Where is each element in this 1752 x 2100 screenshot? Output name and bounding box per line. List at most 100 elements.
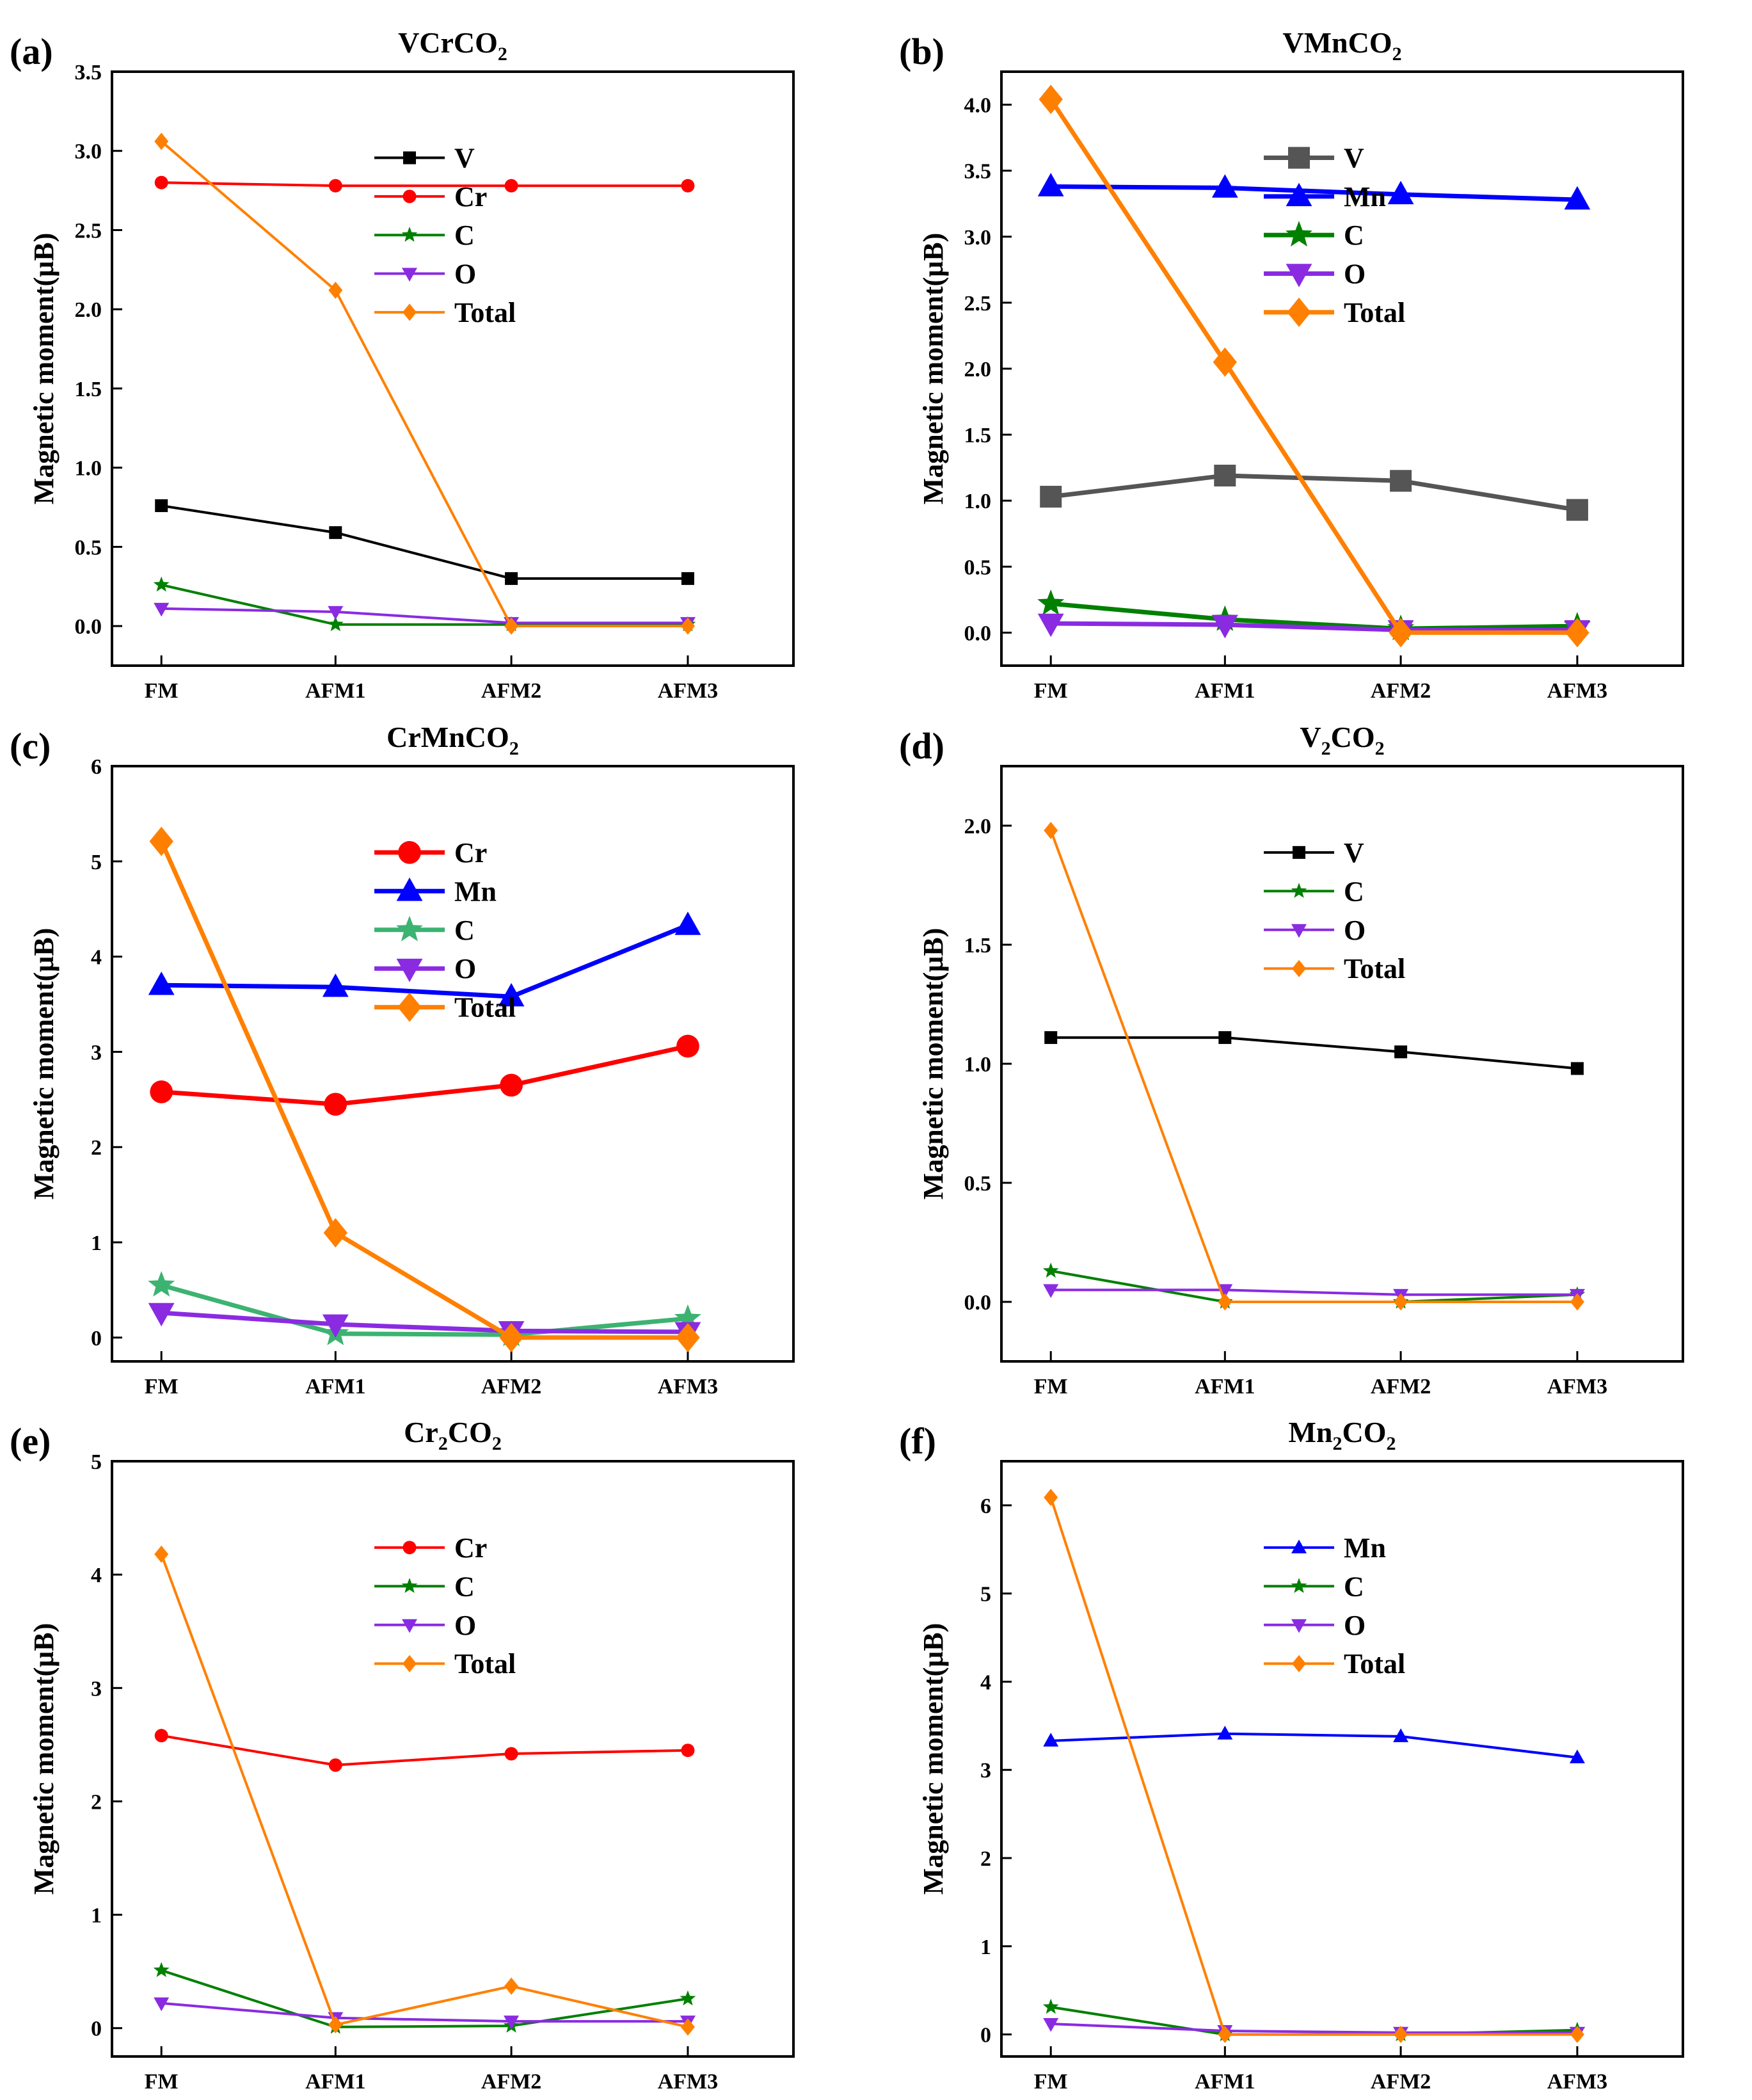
legend-item-c: C (374, 915, 475, 946)
data-point (1218, 2026, 1232, 2044)
title-main: Mn (1289, 1416, 1333, 1448)
series-total (149, 826, 700, 1352)
data-point (155, 499, 168, 513)
data-point (504, 1747, 518, 1761)
series-line (1051, 621, 1577, 632)
data-point (148, 971, 175, 995)
data-point (1394, 1045, 1408, 1059)
x-tick-label: AFM2 (1371, 1375, 1431, 1399)
chart-title: V2CO2 (1300, 721, 1384, 759)
legend-label: Total (1344, 297, 1405, 328)
y-tick-label: 2 (91, 1790, 102, 1814)
legend-label: C (1344, 876, 1364, 907)
data-point (1394, 2026, 1408, 2044)
legend-item-v: V (1264, 837, 1364, 869)
data-point (328, 179, 342, 193)
legend-marker (402, 1655, 417, 1672)
legend-label: Cr (454, 837, 487, 869)
data-point (1213, 347, 1238, 377)
data-point (1387, 180, 1414, 205)
y-tick-label: 4 (91, 946, 102, 970)
y-tick-label: 0 (91, 2017, 102, 2041)
legend-marker (401, 1578, 418, 1593)
data-point (1042, 1262, 1059, 1278)
data-point (1394, 1293, 1408, 1311)
legend-label: Total (1344, 1648, 1405, 1679)
data-point (1037, 173, 1064, 196)
y-tick-label: 5 (980, 1583, 991, 1607)
data-point (1218, 1293, 1232, 1311)
series-line (161, 607, 688, 625)
x-tick-label: AFM2 (481, 2070, 541, 2094)
y-tick-label: 3 (980, 1759, 991, 1783)
panel-label: (e) (10, 1420, 51, 1462)
title-main: Cr (404, 1416, 438, 1448)
x-tick-label: AFM1 (1195, 1375, 1255, 1399)
data-point (329, 526, 342, 540)
title-subscript-2: 2 (1375, 738, 1385, 759)
data-point (153, 576, 170, 592)
x-tick-label: AFM2 (1371, 2070, 1431, 2094)
legend-item-c: C (374, 1571, 475, 1602)
series-line (1049, 830, 1577, 1303)
plot-frame (111, 70, 795, 667)
legend-marker (1291, 1619, 1307, 1633)
series-line (161, 583, 688, 626)
legend-label: C (1344, 220, 1364, 251)
y-tick-label: 2.0 (75, 298, 102, 322)
title-subscript: 2 (498, 44, 507, 65)
panel-label: (f) (899, 1420, 936, 1462)
data-point (154, 1997, 170, 2012)
x-tick-label: AFM3 (1547, 2070, 1607, 2094)
legend-label: Mn (1344, 1532, 1386, 1564)
data-point (1044, 821, 1058, 839)
legend-marker (1287, 297, 1311, 327)
x-tick-label: FM (145, 679, 179, 703)
x-tick-label: AFM2 (481, 1375, 541, 1399)
series-line (1050, 2005, 1577, 2036)
legend-item-o: O (374, 953, 476, 984)
x-tick-label: AFM1 (305, 679, 365, 703)
legend-item-total: Total (374, 1648, 516, 1679)
data-point (681, 572, 694, 585)
data-point (680, 2018, 695, 2036)
y-tick-label: 2 (980, 1847, 991, 1871)
series-line (1051, 1036, 1578, 1070)
series-c (148, 1270, 701, 1347)
title-subscript: 2 (1333, 1433, 1342, 1454)
x-tick-label: AFM1 (305, 2070, 365, 2094)
y-tick-label: 6 (980, 1495, 991, 1518)
y-tick-label: 3 (91, 1677, 102, 1701)
legend-label: O (454, 953, 476, 984)
series-line (161, 2001, 688, 2023)
data-point (154, 1545, 169, 1563)
plot-frame (1000, 70, 1684, 667)
series-line (160, 140, 688, 628)
legend-label: V (454, 143, 475, 174)
data-point (1043, 1284, 1059, 1298)
data-point (680, 1990, 696, 2006)
y-tick-label: 4.0 (964, 94, 992, 118)
legend-marker (1286, 182, 1312, 207)
legend-label: C (454, 1571, 475, 1602)
data-point (1037, 613, 1064, 637)
legend-item-c: C (1264, 1571, 1364, 1602)
legend-label: Total (1344, 953, 1405, 984)
data-point (676, 1322, 700, 1352)
y-tick-label: 1 (91, 1231, 102, 1255)
y-tick-label: 1.0 (964, 1053, 992, 1077)
title-subscript: 2 (438, 1433, 448, 1454)
series-total (1039, 84, 1589, 648)
y-tick-label: 1.0 (75, 457, 102, 481)
legend-label: Mn (454, 876, 497, 907)
data-point (1037, 589, 1065, 615)
series-line (161, 1044, 689, 1107)
data-point (1217, 1726, 1233, 1740)
title-subscript: 2 (1321, 738, 1331, 759)
title-main: V (1300, 721, 1321, 753)
y-tick-label: 1 (91, 1904, 102, 1928)
legend-label: O (1344, 259, 1366, 290)
legend-label: V (1344, 837, 1364, 869)
data-point (1570, 1062, 1584, 1075)
